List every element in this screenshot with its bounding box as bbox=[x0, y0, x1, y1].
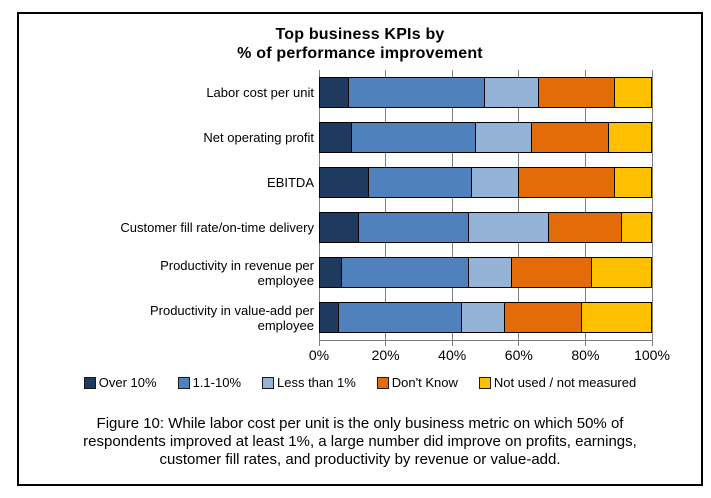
chart-title-line2: % of performance improvement bbox=[237, 45, 483, 62]
bar-track bbox=[319, 302, 652, 333]
axis-tickmark bbox=[584, 340, 586, 346]
bar-segment bbox=[621, 212, 652, 243]
plot-area: 0% 20% 40% 60% 80% 100% bbox=[309, 70, 670, 363]
bar-segment bbox=[538, 77, 616, 108]
bar-row bbox=[319, 115, 652, 160]
bar-segment bbox=[615, 167, 652, 198]
x-tick-label: 80% bbox=[571, 347, 600, 363]
legend-item: Don't Know bbox=[376, 375, 458, 390]
x-tick-label: 0% bbox=[308, 347, 330, 363]
bar-segment bbox=[319, 212, 359, 243]
bar-segment bbox=[472, 167, 519, 198]
bar-row bbox=[319, 205, 652, 250]
category-label: Productivity in revenue per employee bbox=[160, 257, 314, 288]
category-label: EBITDA bbox=[267, 175, 314, 190]
legend-label: Over 10% bbox=[98, 375, 157, 390]
axis-tickmark bbox=[318, 340, 320, 346]
bar-segment bbox=[505, 302, 583, 333]
axis-tickmark bbox=[651, 340, 653, 346]
figure-box: Top business KPIs by % of performance im… bbox=[17, 12, 703, 486]
category-labels: Labor cost per unit Net operating profit E… bbox=[19, 70, 319, 341]
gridline bbox=[318, 70, 320, 340]
legend-label: Don't Know bbox=[391, 375, 458, 390]
legend-label: Less than 1% bbox=[277, 375, 356, 390]
legend-swatch-icon bbox=[83, 376, 96, 389]
bar-track bbox=[319, 257, 652, 288]
gridline bbox=[451, 70, 453, 340]
gridline bbox=[385, 70, 387, 340]
bar-segment bbox=[485, 77, 539, 108]
legend-item: Less than 1% bbox=[262, 375, 356, 390]
bar-segment bbox=[532, 122, 609, 153]
bar-segment bbox=[358, 212, 469, 243]
bar-track bbox=[319, 122, 652, 153]
legend-label: 1.1-10% bbox=[192, 375, 241, 390]
legend-swatch-icon bbox=[376, 376, 389, 389]
bar-segment bbox=[468, 257, 513, 288]
bar-segment bbox=[512, 257, 593, 288]
legend-swatch-icon bbox=[478, 376, 491, 389]
category-label: Labor cost per unit bbox=[206, 85, 314, 100]
bar-segment bbox=[468, 212, 549, 243]
bar-segment bbox=[518, 167, 616, 198]
bar-segment bbox=[615, 77, 652, 108]
axis-tickmark bbox=[451, 340, 453, 346]
bar-segment bbox=[475, 122, 533, 153]
bar-row bbox=[319, 70, 652, 115]
bar-segment bbox=[319, 122, 353, 153]
bar-segment bbox=[462, 302, 506, 333]
chart-title-line1: Top business KPIs by bbox=[275, 26, 445, 43]
gridlines bbox=[318, 70, 653, 340]
legend-item: 1.1-10% bbox=[177, 375, 241, 390]
stacked-bar-chart: Labor cost per unit Net operating profit E… bbox=[19, 70, 701, 363]
category-label: Customer fill rate/on-time delivery bbox=[120, 220, 314, 235]
bar-segment bbox=[582, 302, 652, 333]
legend-swatch-icon bbox=[262, 376, 274, 389]
x-tick-label: 100% bbox=[634, 347, 670, 363]
figure-caption: Figure 10: While labor cost per unit is … bbox=[83, 415, 637, 468]
bar-track bbox=[319, 77, 652, 108]
bar-segment bbox=[352, 122, 476, 153]
bar-segment bbox=[342, 257, 469, 288]
legend-item: Over 10% bbox=[83, 375, 157, 390]
legend-item: Not used / not measured bbox=[478, 375, 637, 390]
bar-segment bbox=[608, 122, 652, 153]
bar-rows bbox=[319, 70, 652, 340]
bar-row bbox=[319, 160, 652, 205]
gridline bbox=[651, 70, 653, 340]
x-tick-label: 20% bbox=[371, 347, 400, 363]
axis-tickmark bbox=[518, 340, 520, 346]
legend-label: Not used / not measured bbox=[493, 375, 637, 390]
axis-tickmark bbox=[385, 340, 387, 346]
bar-segment bbox=[319, 257, 343, 288]
chart-legend: Over 10% 1.1-10% Less than 1% Don't Know Not… bbox=[19, 375, 701, 390]
bar-segment bbox=[548, 212, 622, 243]
bar-row bbox=[319, 295, 652, 340]
bar-segment bbox=[319, 167, 369, 198]
bar-segment bbox=[319, 302, 339, 333]
category-label: Productivity in value-add per employee bbox=[149, 302, 314, 333]
gridline bbox=[584, 70, 586, 340]
bar-segment bbox=[592, 257, 652, 288]
bar-track bbox=[319, 212, 652, 243]
bar-row bbox=[319, 250, 652, 295]
category-label: Net operating profit bbox=[203, 130, 314, 145]
chart-title: Top business KPIs by % of performance im… bbox=[19, 25, 701, 63]
legend-swatch-icon bbox=[177, 376, 190, 389]
x-tick-label: 40% bbox=[438, 347, 467, 363]
bar-segment bbox=[368, 167, 473, 198]
gridline bbox=[518, 70, 520, 340]
bar-segment bbox=[319, 77, 349, 108]
bar-segment bbox=[348, 77, 486, 108]
bar-track bbox=[319, 167, 652, 198]
bar-segment bbox=[338, 302, 463, 333]
x-tick-label: 60% bbox=[504, 347, 533, 363]
